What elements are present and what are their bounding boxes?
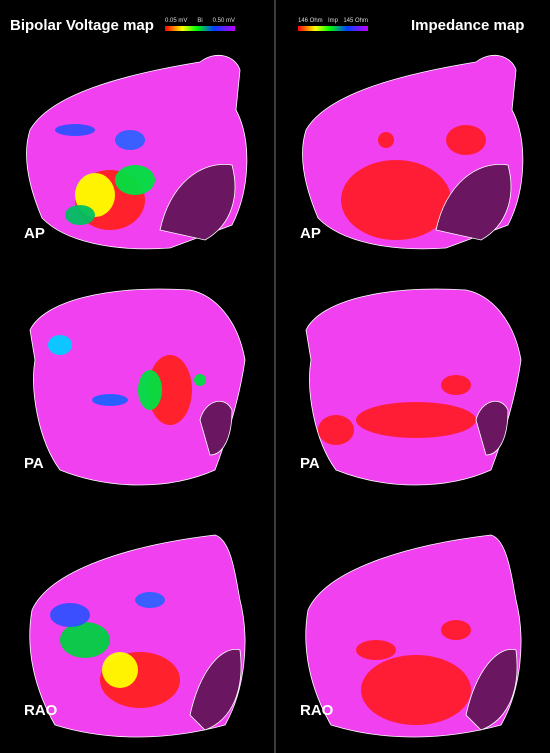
- map-patch: [115, 130, 145, 150]
- map-patch: [318, 415, 354, 445]
- color-bar: [298, 26, 368, 31]
- valve-opening: [189, 648, 242, 731]
- valve-opening: [159, 163, 236, 241]
- view-label: PA: [24, 455, 44, 472]
- valve-opening: [435, 163, 512, 241]
- map-surface: [29, 288, 246, 486]
- scale-max: 145 Ohm: [343, 18, 368, 24]
- map-patch: [148, 355, 192, 425]
- map-patch: [55, 124, 95, 136]
- panel: AP PA RAO Bipolar Voltage map 0.05 mV Bi 0.50 …: [10, 17, 248, 738]
- color-bar: [165, 26, 235, 31]
- panel-title: Impedance map: [411, 17, 524, 34]
- view-label: AP: [24, 225, 45, 242]
- map-surface: [305, 288, 522, 486]
- valve-opening: [475, 400, 509, 456]
- scale-max: 0.50 mV: [213, 18, 235, 24]
- map-patch: [441, 375, 471, 395]
- valve-opening: [465, 648, 518, 731]
- map-patch: [138, 370, 162, 410]
- map-patch: [50, 603, 90, 627]
- panel-title: Bipolar Voltage map: [10, 17, 154, 34]
- map-patch: [135, 592, 165, 608]
- map-patch: [361, 655, 471, 725]
- map-patch: [356, 640, 396, 660]
- panel: AP PA RAO Impedance map 146 Ohm Imp 145 Ohm: [298, 17, 524, 738]
- view-label: RAO: [300, 702, 334, 719]
- scale-min: 0.05 mV: [165, 18, 187, 24]
- map-patch: [356, 402, 476, 438]
- view-label: RAO: [24, 702, 58, 719]
- map-patch: [102, 652, 138, 688]
- map-patch: [92, 394, 128, 406]
- map-patch: [446, 125, 486, 155]
- map-patch: [115, 165, 155, 195]
- view-label: AP: [300, 225, 321, 242]
- scale-name: Bi: [197, 18, 202, 24]
- map-patch: [65, 205, 95, 225]
- scale-min: 146 Ohm: [298, 18, 323, 24]
- map-patch: [441, 620, 471, 640]
- map-patch: [60, 622, 110, 658]
- valve-opening: [199, 400, 233, 456]
- map-patch: [378, 132, 394, 148]
- map-patch: [194, 374, 206, 386]
- view-label: PA: [300, 455, 320, 472]
- map-patch: [48, 335, 72, 355]
- map-patch: [341, 160, 451, 240]
- map-surface: [29, 534, 246, 738]
- scale-name: Imp: [328, 18, 339, 24]
